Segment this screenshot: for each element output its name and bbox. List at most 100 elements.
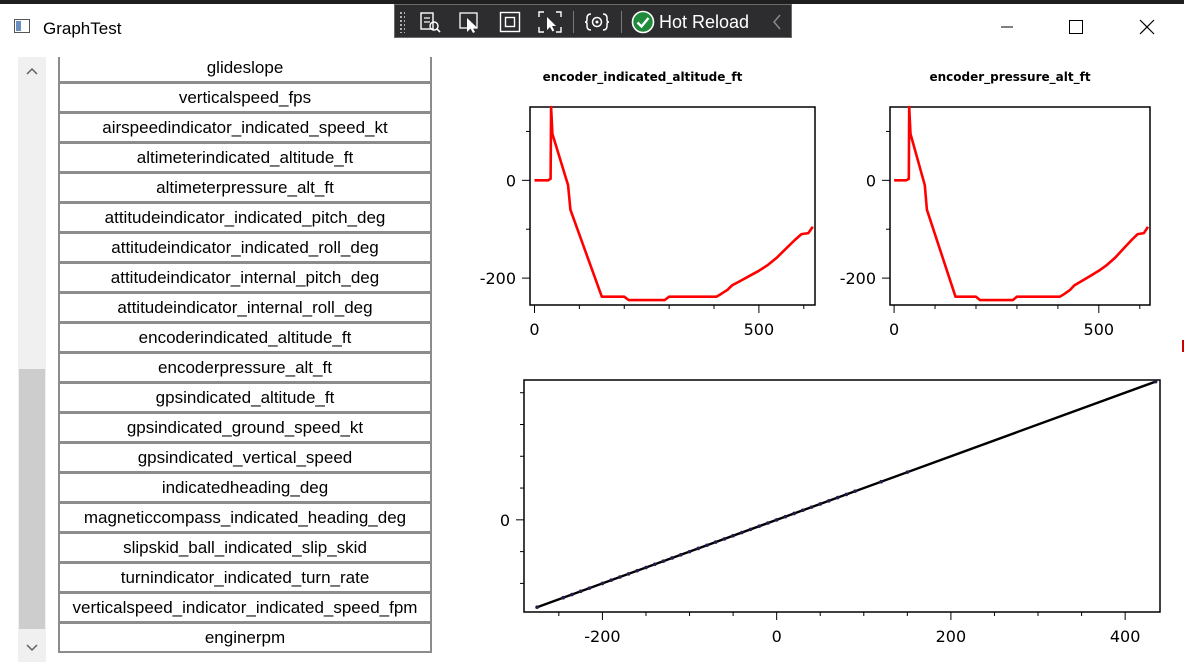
y-tick-label: 0 [866,171,876,190]
x-tick-label: 0 [772,627,782,646]
list-item[interactable]: magneticcompass_indicated_heading_deg [58,503,432,533]
chart-title: encoder_pressure_alt_ft [929,70,1091,84]
chevron-left-icon [773,14,781,30]
correlation-chart[interactable]: -200 0 200 400 0 [470,370,1175,668]
scatter-point [644,565,648,570]
x-tick-label: 0 [889,320,899,339]
toolbar-separator [621,11,622,33]
list-item[interactable]: turnindicator_indicated_turn_rate [58,563,432,593]
list-item[interactable]: verticalspeed_fps [58,83,432,113]
list-item[interactable]: slipskid_ball_indicated_slip_skid [58,533,432,563]
scatter-point [844,492,849,497]
list-item[interactable]: attitudeindicator_internal_roll_deg [58,293,432,323]
track-focused-element-button[interactable] [537,9,563,35]
scatter-point [600,581,605,586]
list-item[interactable]: encoderpressure_alt_ft [58,353,432,383]
list-item[interactable]: altimeterpressure_alt_ft [58,173,432,203]
scatter-point [652,562,657,567]
x-tick-label: 200 [936,627,967,646]
scatter-point [570,592,574,597]
scatter-point [713,540,718,544]
scroll-down-button[interactable] [18,634,46,662]
scatter-point [661,559,666,563]
scatter-point [618,575,622,579]
scatter-point [800,508,805,513]
scatter-point [740,530,744,535]
scatter-point [818,502,823,506]
minimize-button[interactable] [984,8,1030,46]
display-layout-adorners-icon [499,11,521,33]
list-item[interactable]: gpsindicated_ground_speed_kt [58,413,432,443]
signal-list-panel: glideslope verticalspeed_fps airspeedindic… [18,57,434,662]
altitude-chart[interactable]: 0 500 0 -200 [460,95,830,355]
check-circle-icon [631,10,655,34]
x-tick-label: 500 [1084,320,1115,339]
hot-reload-toolbar: Hot Reload [394,4,792,38]
scatter-point [1153,379,1158,384]
scroll-up-button[interactable] [18,57,46,85]
window-app-icon [14,19,30,33]
toolbar-collapse-button[interactable] [767,9,787,35]
y-tick-label: -200 [480,269,516,288]
list-item[interactable]: indicatedheading_deg [58,473,432,503]
list-item[interactable]: attitudeindicator_indicated_pitch_deg [58,203,432,233]
list-item[interactable]: enginerpm [58,623,432,653]
scatter-point [578,589,583,594]
maximize-icon [1069,20,1083,34]
list-item[interactable]: attitudeindicator_indicated_roll_deg [58,233,432,263]
x-tick-label: 0 [529,320,539,339]
plot-frame [889,106,1151,306]
minimize-icon [1001,26,1013,28]
scatter-point [635,568,640,573]
x-tick-label: 500 [744,320,775,339]
series-line [894,105,1150,302]
list-item[interactable]: altimeterindicated_altitude_ft [58,143,432,173]
scatter-point [853,489,857,494]
hot-reload-label: Hot Reload [659,11,750,32]
list-item[interactable]: encoderindicated_altitude_ft [58,323,432,353]
scatter-point [757,524,762,528]
scroll-thumb[interactable] [19,369,45,629]
list-item[interactable]: glideslope [58,57,432,83]
chevron-down-icon [26,644,38,652]
scatter-point [679,552,683,557]
scatter-point [696,546,701,551]
x-tick-label: -200 [584,627,620,646]
scatter-point [809,505,814,509]
plot-frame [523,379,1161,613]
y-tick-label: 0 [506,171,516,190]
list-item[interactable]: attitudeindicator_internal_pitch_deg [58,263,432,293]
scatter-point [879,479,884,484]
scatter-point [731,533,735,538]
scatter-point [626,572,631,576]
scatter-point [587,586,592,590]
list-item[interactable]: gpsindicated_altitude_ft [58,383,432,413]
scatter-point [722,537,727,541]
chevron-up-icon [26,67,38,75]
list-item[interactable]: airspeedindicator_indicated_speed_kt [58,113,432,143]
visual-tree-icon [420,12,441,33]
track-focused-element-icon [538,11,562,33]
list-item[interactable]: verticalspeed_indicator_indicated_speed_… [58,593,432,623]
edge-marker [1182,340,1184,352]
pressure-alt-chart[interactable]: 0 500 0 -200 [835,95,1175,355]
toolbar-grip[interactable] [399,11,405,33]
scatter-point [609,578,613,583]
select-element-button[interactable] [457,9,483,35]
vertical-scrollbar[interactable] [18,57,46,662]
binding-failures-icon [584,13,610,31]
y-tick-label: 0 [500,511,510,530]
hot-reload-button[interactable]: Hot Reload [631,8,749,36]
scatter-point [783,514,788,519]
maximize-button[interactable] [1053,8,1099,46]
toolbar-separator [573,11,574,33]
scatter-point [705,543,709,548]
binding-failures-button[interactable] [584,9,610,35]
layout-adorners-button[interactable] [497,9,523,35]
visual-tree-button[interactable] [417,9,443,35]
list-item[interactable]: gpsindicated_vertical_speed [58,443,432,473]
close-button[interactable] [1124,8,1170,46]
scatter-point [670,556,674,560]
scatter-point [774,518,779,522]
window-title: GraphTest [43,19,122,38]
